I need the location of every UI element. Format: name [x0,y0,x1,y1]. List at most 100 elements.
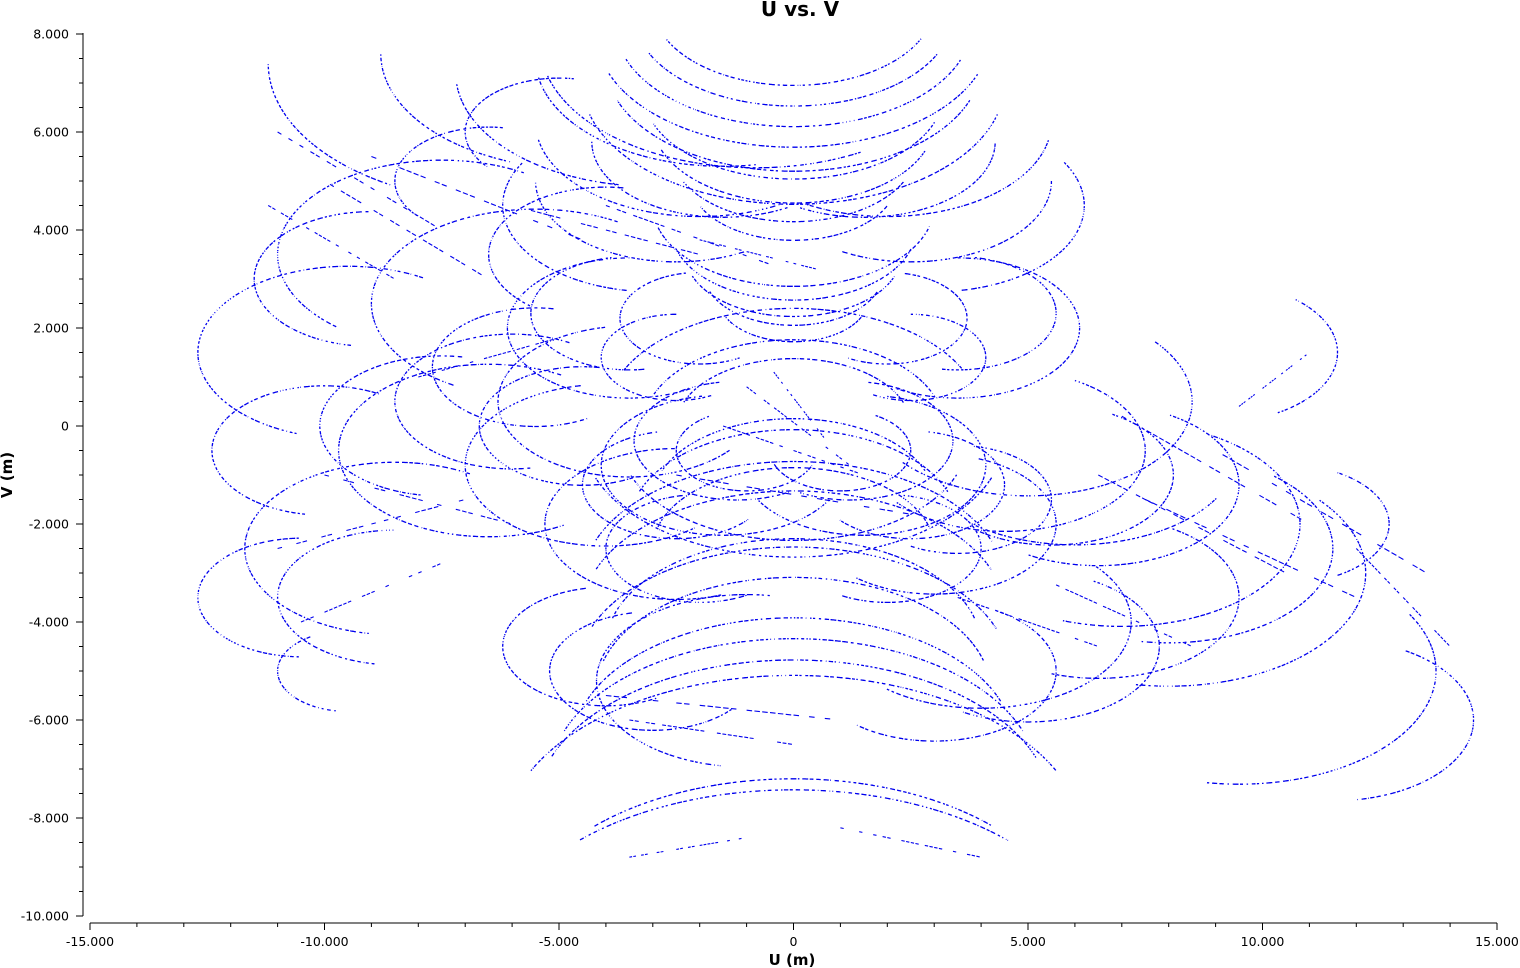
uv-track [197,537,299,658]
uv-track-segment [629,837,742,858]
uv-track-segment [371,155,581,240]
uv-track-segment [418,337,558,378]
uv-track-segment [605,694,831,720]
y-axis-ticks: 8.000 6.000 4.000 2.000 0 -2.000 -4.000 -6.000 -… [21,27,83,924]
uv-track [530,674,1057,772]
uv-track [381,54,514,162]
uv-track [601,314,714,400]
uv-track-segment [957,596,1098,647]
x-tick-label: 10.000 [1241,934,1285,949]
uv-track [675,248,912,301]
uv-track [648,52,938,107]
uv-track [608,73,979,148]
uv-track [591,141,788,218]
x-tick-label: -5.000 [539,934,579,949]
uv-track [758,395,987,536]
uv-track [683,181,904,223]
uv-track [910,445,1053,555]
uv-track-segment [277,131,435,227]
uv-track [971,497,1217,546]
uv-track [973,413,1175,546]
uv-track [537,77,756,167]
uv-track [370,208,618,386]
uv-track [872,313,987,402]
uv-track [896,257,1081,399]
y-tick-label: 4.000 [33,223,69,238]
uv-track [1051,526,1240,679]
uv-track [594,778,992,827]
uv-track [633,381,790,501]
uv-track [497,326,730,478]
uv-track [563,638,1024,732]
y-tick-label: -8.000 [29,811,69,826]
x-tick-label: 5.000 [1010,934,1046,949]
x-axis-ticks: -15.000 -10.000 -5.000 0 5.000 10.000 15.000 [66,923,1519,949]
uv-track [1357,650,1475,801]
uv-track [625,58,962,128]
uv-track [619,272,740,365]
uv-track [616,99,971,172]
uv-track [651,339,936,397]
x-tick-label: 0 [790,934,798,949]
uv-track [638,429,949,493]
uv-track-segment [1355,548,1450,646]
uv-track [630,474,958,542]
uv-track [595,490,992,570]
uv-track [595,477,993,558]
y-tick-label: 0 [61,419,69,434]
uv-track [581,431,749,540]
uv-track-segment [267,205,394,279]
uv-track [896,379,1146,532]
uv-track [595,460,993,542]
uv-track-segment [840,827,980,858]
uv-track [856,458,1057,595]
uv-track [847,272,968,365]
uv-track [544,447,722,601]
uv-track [661,418,926,471]
uv-track-segment [1121,415,1302,520]
uv-track [197,265,424,435]
y-tick-label: -6.000 [29,713,69,728]
uv-track [886,566,1132,709]
uv-track [579,789,1009,842]
uv-track-segment [530,209,698,255]
uv-track [666,38,922,87]
y-tick-label: -10.000 [21,909,69,924]
uv-track [394,126,503,217]
x-tick-label: 15.000 [1475,934,1519,949]
uv-track-segment [1098,474,1285,573]
uv-track [276,529,394,665]
uv-track [1028,414,1240,567]
uv-track [276,636,336,712]
y-tick-label: 6.000 [33,125,69,140]
uv-track [551,659,1037,758]
uv-track [431,307,588,428]
uv-track [961,161,1085,291]
uv-track [595,593,770,767]
uv-track [394,333,570,470]
y-tick-label: -2.000 [29,517,69,532]
uv-track [478,366,633,486]
uv-track [337,363,564,538]
uv-track-segment [324,474,511,525]
uv-track [962,580,1160,723]
uv-track [842,180,1053,263]
uv-track-segment [699,239,816,270]
uv-track [799,381,954,501]
uv-track [487,186,624,307]
y-tick-label: -4.000 [29,615,69,630]
uv-track-segment [722,425,858,474]
uv-track [902,341,1193,497]
uv-track [602,576,984,662]
uv-track [548,76,864,168]
uv-track [1135,499,1367,687]
uv-track [660,149,926,204]
uv-track [623,307,964,371]
uv-track [799,143,996,218]
uv-track-segment [773,371,825,438]
uv-track-segment [300,563,441,623]
uv-track-segment [329,183,482,276]
uv-track-segment [1055,584,1191,647]
x-tick-label: -15.000 [66,934,114,949]
